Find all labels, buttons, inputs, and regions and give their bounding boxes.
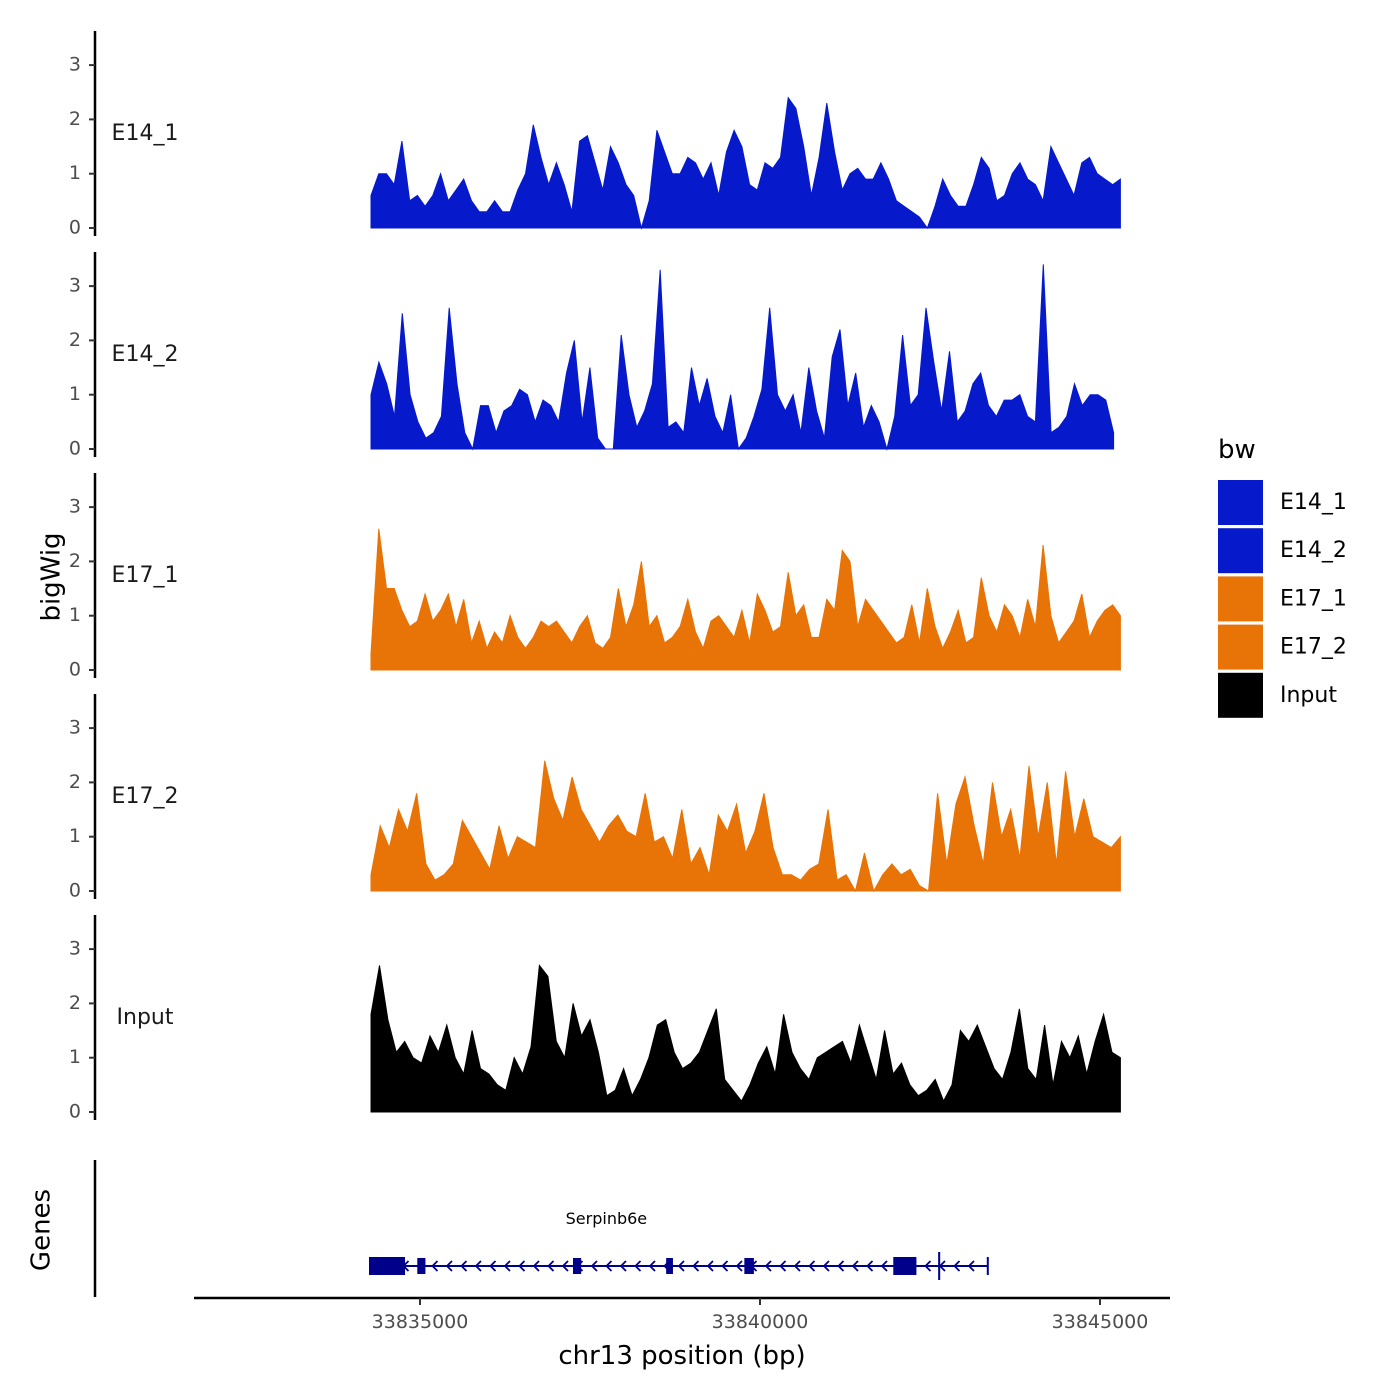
strand-arrow (880, 1260, 888, 1272)
strand-arrow (518, 1260, 526, 1272)
strand-arrow (866, 1260, 874, 1272)
strand-arrow (953, 1260, 961, 1272)
y-tick-label: 1 (69, 162, 81, 184)
strand-arrow (460, 1260, 468, 1272)
strand-arrow (590, 1260, 598, 1272)
strand-arrow (532, 1260, 540, 1272)
y-tick-label: 3 (69, 938, 81, 960)
exon-block (893, 1257, 917, 1275)
track-panel-e14_2: 0 1 2 3 E14_2 (69, 252, 1115, 460)
signal-area-e14_2 (370, 264, 1115, 451)
strand-arrow (605, 1260, 613, 1272)
y-tick-label: 1 (69, 604, 81, 626)
x-tick-label: 33840000 (712, 1311, 809, 1333)
y-axis-title: bigWig (37, 532, 67, 621)
track-panel-e14_1: 0 1 2 3 E14_1 (69, 31, 1121, 239)
strand-arrow (474, 1260, 482, 1272)
exon-block (369, 1257, 406, 1275)
strand-arrow (808, 1260, 816, 1272)
legend-label-e17_2: E17_2 (1280, 635, 1347, 660)
strand-arrow (445, 1260, 453, 1272)
legend-swatch-e14_1 (1218, 480, 1263, 525)
strand-arrow (547, 1260, 555, 1272)
signal-area-input (370, 964, 1121, 1113)
legend-title: bw (1218, 435, 1256, 465)
y-tick-label: 0 (69, 1101, 81, 1123)
strand-arrow (721, 1260, 729, 1272)
track-label: E17_1 (112, 563, 179, 588)
y-tick-label: 0 (69, 880, 81, 902)
y-tick-label: 2 (69, 992, 81, 1014)
legend-label-input: Input (1280, 683, 1337, 708)
y-tick-label: 1 (69, 825, 81, 847)
strand-arrow (851, 1260, 859, 1272)
y-tick-label: 2 (69, 329, 81, 351)
exon-block (744, 1258, 754, 1274)
signal-area-e17_1 (370, 528, 1121, 671)
strand-arrow (706, 1260, 714, 1272)
y-tick-label: 1 (69, 1046, 81, 1068)
exon-block (573, 1258, 582, 1274)
legend-swatch-input (1218, 672, 1263, 718)
y-tick-label: 3 (69, 717, 81, 739)
x-tick-label: 33845000 (1052, 1311, 1149, 1333)
strand-arrow (793, 1260, 801, 1272)
signal-area-e14_1 (370, 96, 1121, 230)
strand-arrow (924, 1260, 932, 1272)
strand-arrow (967, 1260, 975, 1272)
y-tick-label: 3 (69, 54, 81, 76)
strand-arrow (822, 1260, 830, 1272)
track-label: E14_1 (112, 121, 179, 146)
track-label: E14_2 (112, 342, 179, 367)
strand-arrow (619, 1260, 627, 1272)
strand-arrow (764, 1260, 772, 1272)
x-axis-title: chr13 position (bp) (558, 1341, 805, 1371)
legend-label-e17_1: E17_1 (1280, 586, 1347, 611)
gene-model-serpinb6e: Serpinb6e (369, 1209, 989, 1280)
track-panel-e17_2: 0 1 2 3 E17_2 (69, 694, 1121, 902)
exon-block (938, 1252, 941, 1280)
legend-label-e14_1: E14_1 (1280, 490, 1347, 515)
y-tick-label: 2 (69, 550, 81, 572)
x-tick-label: 33835000 (372, 1311, 469, 1333)
y-tick-label: 0 (69, 659, 81, 681)
strand-arrow (692, 1260, 700, 1272)
strand-arrow (489, 1260, 497, 1272)
strand-arrow (779, 1260, 787, 1272)
strand-arrow (561, 1260, 569, 1272)
strand-arrow (837, 1260, 845, 1272)
strand-arrow (503, 1260, 511, 1272)
genes-axis-title: Genes (27, 1189, 57, 1271)
legend-swatch-e17_2 (1218, 624, 1263, 670)
y-tick-label: 1 (69, 383, 81, 405)
exon-block (666, 1258, 673, 1274)
track-panel-input: 0 1 2 3 Input (69, 915, 1121, 1123)
strand-arrow (735, 1260, 743, 1272)
strand-arrow (677, 1260, 685, 1272)
y-tick-label: 2 (69, 108, 81, 130)
exon-block (417, 1258, 426, 1274)
track-panel-e17_1: 0 1 2 3 E17_1 (69, 473, 1121, 681)
legend-swatch-e17_1 (1218, 576, 1263, 622)
legend: E14_1 E14_2 E17_1 E17_2 Input (1218, 480, 1347, 718)
y-tick-label: 2 (69, 771, 81, 793)
track-label: Input (117, 1005, 174, 1030)
signal-area-e17_2 (370, 760, 1121, 893)
gene-name-label: Serpinb6e (566, 1209, 648, 1228)
legend-label-e14_2: E14_2 (1280, 538, 1347, 563)
y-tick-label: 0 (69, 217, 81, 239)
strand-arrow (431, 1260, 439, 1272)
y-tick-label: 3 (69, 496, 81, 518)
legend-swatch-e14_2 (1218, 528, 1263, 574)
track-label: E17_2 (112, 784, 179, 809)
strand-arrow (648, 1260, 656, 1272)
y-tick-label: 3 (69, 275, 81, 297)
y-tick-label: 0 (69, 438, 81, 460)
strand-arrow (634, 1260, 642, 1272)
